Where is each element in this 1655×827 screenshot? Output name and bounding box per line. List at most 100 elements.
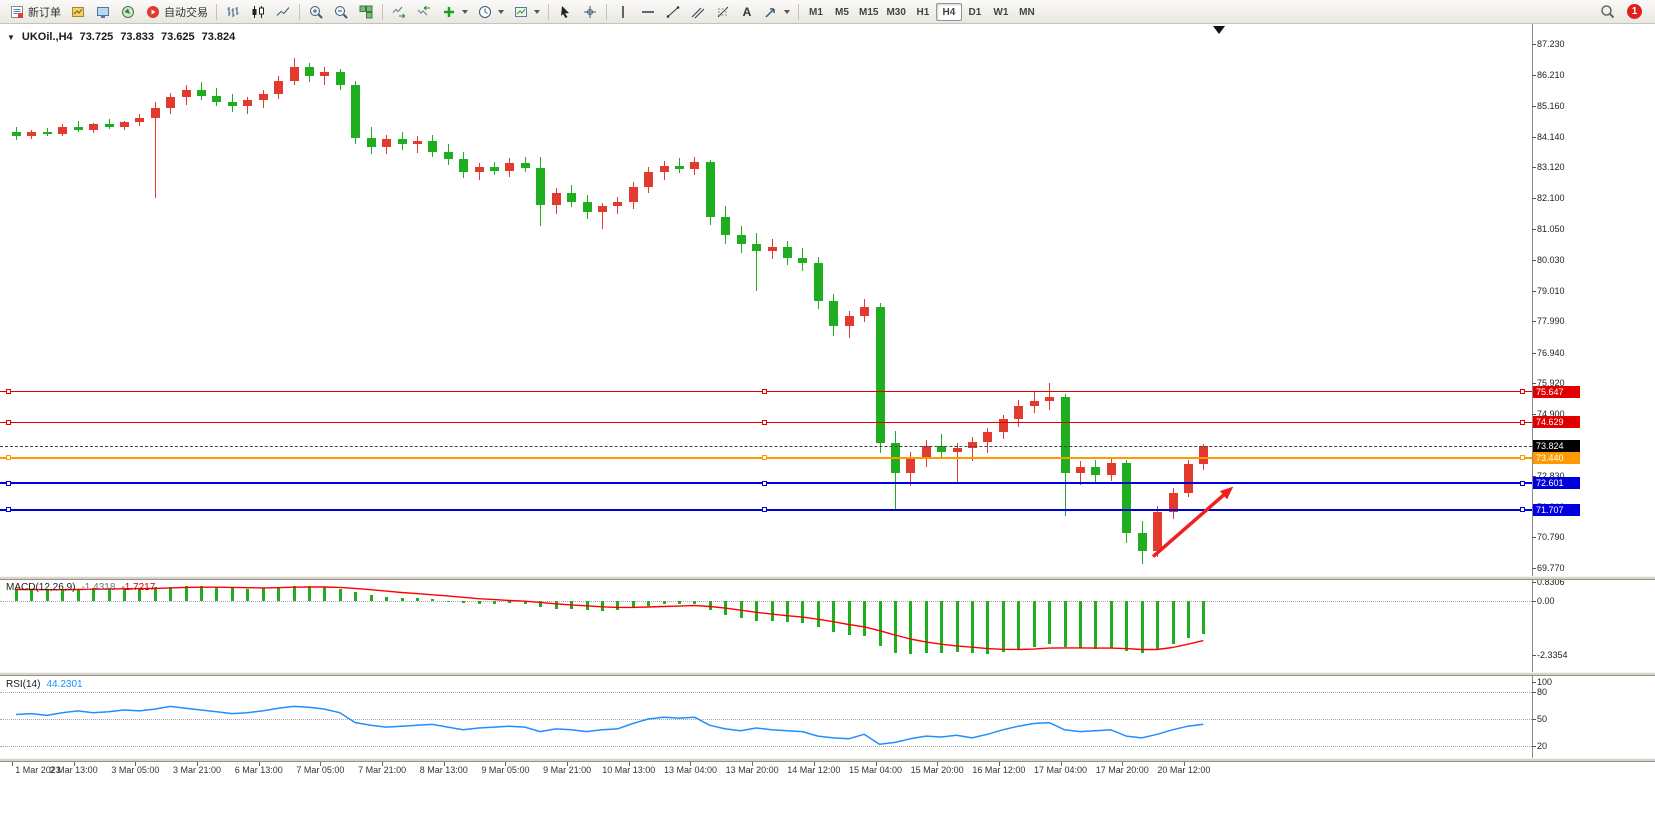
candle-body [443,152,453,159]
candle-body [1106,462,1116,475]
candle-body [412,140,422,144]
timeframe-m15[interactable]: M15 [855,3,882,21]
macd-histogram-bar [570,601,574,610]
candle-body [351,85,361,138]
search-button[interactable] [1596,2,1619,22]
zoom-in-button[interactable] [304,2,328,22]
vertical-line-button[interactable] [611,2,635,22]
line-handle[interactable] [1520,480,1525,486]
candle-body [844,315,854,327]
indicators-button[interactable] [437,2,472,22]
timeframe-m1[interactable]: M1 [803,3,829,21]
macd-histogram-bar [662,601,666,605]
market-watch-button[interactable] [66,2,90,22]
auto-scroll-button[interactable] [387,2,411,22]
crosshair-button[interactable] [578,2,602,22]
macd-histogram-bar [431,598,435,601]
arrows-tool-button[interactable] [759,2,794,22]
data-window-button[interactable] [91,2,115,22]
macd-histogram-bar [323,586,327,601]
timeframe-m30[interactable]: M30 [882,3,909,21]
ohlc-open: 73.725 [79,31,114,43]
macd-header: MACD(12,26,9) -1.4318 -1.7217 [6,582,155,593]
macd-histogram-bar [1032,601,1036,647]
line-handle[interactable] [1520,389,1525,395]
macd-histogram-bar [878,601,882,646]
macd-histogram-bar [385,596,389,601]
text-tool-button[interactable]: A [736,2,758,22]
candle-body [1045,396,1055,402]
zoom-out-icon [333,4,349,20]
templates-button[interactable] [509,2,544,22]
timeframe-mn[interactable]: MN [1014,3,1040,21]
candle-body [520,162,530,168]
fibonacci-button[interactable] [711,2,735,22]
candle-body [119,122,129,127]
bar-chart-button[interactable] [221,2,245,22]
timeframe-h4[interactable]: H4 [935,3,962,22]
channel-button[interactable] [686,2,710,22]
price-axis-line [1532,24,1533,758]
navigator-button[interactable] [116,2,140,22]
candle-body [767,246,777,252]
timeframe-h1[interactable]: H1 [910,3,936,21]
timeframe-d1[interactable]: D1 [962,3,988,21]
line-handle[interactable] [1520,419,1525,425]
candle-body [659,165,669,173]
tile-windows-icon [358,4,374,20]
pane-splitter[interactable] [0,758,1655,762]
trendline-icon [665,4,681,20]
candle-body [1029,401,1039,406]
candle-body [829,301,839,327]
pane-splitter[interactable] [0,672,1655,676]
line-handle[interactable] [6,507,11,513]
candle-body [613,202,623,207]
candle-wick [756,233,758,291]
line-handle[interactable] [762,480,767,486]
one-click-trading-caret[interactable]: ▼ [7,32,15,42]
trendline-button[interactable] [661,2,685,22]
autotrading-button[interactable]: 自动交易 [141,2,212,22]
candle-body [937,445,947,452]
cursor-button[interactable] [553,2,577,22]
line-handle[interactable] [6,419,11,425]
macd-histogram-bar [1078,601,1082,649]
line-handle[interactable] [762,507,767,513]
candle-body [1199,446,1209,465]
candle-body [366,137,376,147]
new-order-button[interactable]: 新订单 [5,2,65,22]
line-handle[interactable] [762,455,767,461]
line-handle[interactable] [762,419,767,425]
chart-shift-button[interactable] [412,2,436,22]
candle-body [58,126,68,135]
notification-badge[interactable]: 1 [1627,4,1642,19]
pane-splitter[interactable] [0,576,1655,580]
line-handle[interactable] [762,389,767,395]
macd-value-main: -1.4318 [81,582,116,593]
line-chart-button[interactable] [271,2,295,22]
candle-body [289,67,299,81]
toolbar-right-group: 1 [1596,2,1650,22]
line-handle[interactable] [6,455,11,461]
line-handle[interactable] [1520,507,1525,513]
candle-body [243,100,253,107]
line-handle[interactable] [6,480,11,486]
horizontal-line-button[interactable] [636,2,660,22]
tile-windows-button[interactable] [354,2,378,22]
candlestick-chart-button[interactable] [246,2,270,22]
timeframe-m5[interactable]: M5 [829,3,855,21]
chart-shift-marker[interactable] [1213,26,1225,34]
candle-body [690,161,700,170]
macd-histogram-bar [354,592,358,601]
macd-histogram-bar [585,601,589,611]
macd-histogram-bar [554,601,558,609]
candle-body [42,131,52,135]
ohlc-low: 73.625 [160,31,195,43]
line-handle[interactable] [1520,455,1525,461]
candle-body [921,445,931,460]
crosshair-icon [582,4,598,20]
line-handle[interactable] [6,389,11,395]
zoom-out-button[interactable] [329,2,353,22]
timeframe-w1[interactable]: W1 [988,3,1014,21]
periods-button[interactable] [473,2,508,22]
